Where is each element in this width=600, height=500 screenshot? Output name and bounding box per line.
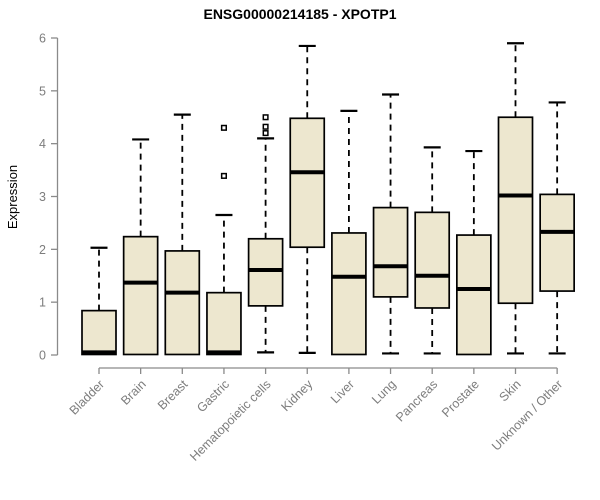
box-group-brain	[122, 138, 159, 356]
x-tick-label-breast: Breast	[155, 377, 191, 413]
box-group-gastric	[206, 124, 242, 356]
x-tick-label-gastric: Gastric	[194, 377, 232, 415]
x-tick-label-prostate: Prostate	[439, 377, 482, 420]
y-tick-label: 6	[39, 32, 46, 46]
x-tick-label-liver: Liver	[328, 377, 357, 406]
outlier-point	[220, 172, 227, 179]
iqr-box	[164, 250, 201, 356]
boxes-layer	[81, 42, 576, 356]
y-axis-label: Expression	[5, 165, 20, 229]
x-tick-label-lung: Lung	[369, 377, 399, 407]
box-group-bladder	[81, 246, 117, 356]
x-tick-label-brain: Brain	[118, 377, 149, 408]
x-tick-label-pancreas: Pancreas	[393, 377, 440, 424]
box-group-hematopoietic-cells	[247, 114, 284, 354]
y-tick-label: 3	[39, 190, 46, 204]
iqr-box	[81, 309, 117, 356]
chart-title: ENSG00000214185 - XPOTP1	[203, 6, 396, 22]
iqr-box	[206, 291, 242, 356]
y-tick-label: 5	[39, 84, 46, 98]
x-tick-label-unknown-other: Unknown / Other	[489, 377, 565, 453]
box-group-breast	[164, 113, 201, 356]
x-tick-label-skin: Skin	[497, 377, 524, 404]
outlier-point	[262, 130, 269, 137]
outlier-point	[262, 114, 269, 121]
x-tick-label-kidney: Kidney	[278, 377, 315, 414]
box-group-liver	[331, 109, 367, 356]
iqr-box	[414, 211, 451, 309]
x-tick-label-hematopoietic-cells: Hematopoietic cells	[187, 377, 274, 464]
y-tick-label: 2	[39, 243, 46, 257]
iqr-box	[289, 117, 326, 249]
iqr-box	[331, 232, 367, 356]
iqr-box	[372, 206, 409, 298]
y-tick-label: 0	[39, 349, 46, 363]
iqr-box	[497, 116, 534, 305]
iqr-box	[539, 193, 576, 292]
iqr-box	[122, 235, 159, 356]
iqr-box	[247, 237, 284, 307]
box-group-skin	[497, 42, 534, 355]
box-group-pancreas	[414, 146, 451, 355]
iqr-box	[456, 234, 492, 356]
y-tick-label: 1	[39, 296, 46, 310]
y-axis: 0 1 2 3 4 5 6	[39, 32, 59, 363]
outlier-point	[220, 124, 227, 131]
x-tick-label-bladder: Bladder	[67, 377, 107, 417]
box-group-kidney	[289, 44, 326, 354]
outlier-point	[262, 123, 269, 130]
box-group-lung	[372, 93, 409, 355]
box-group-unknown-other	[539, 101, 576, 355]
y-tick-label: 4	[39, 137, 46, 151]
box-group-prostate	[456, 149, 492, 356]
